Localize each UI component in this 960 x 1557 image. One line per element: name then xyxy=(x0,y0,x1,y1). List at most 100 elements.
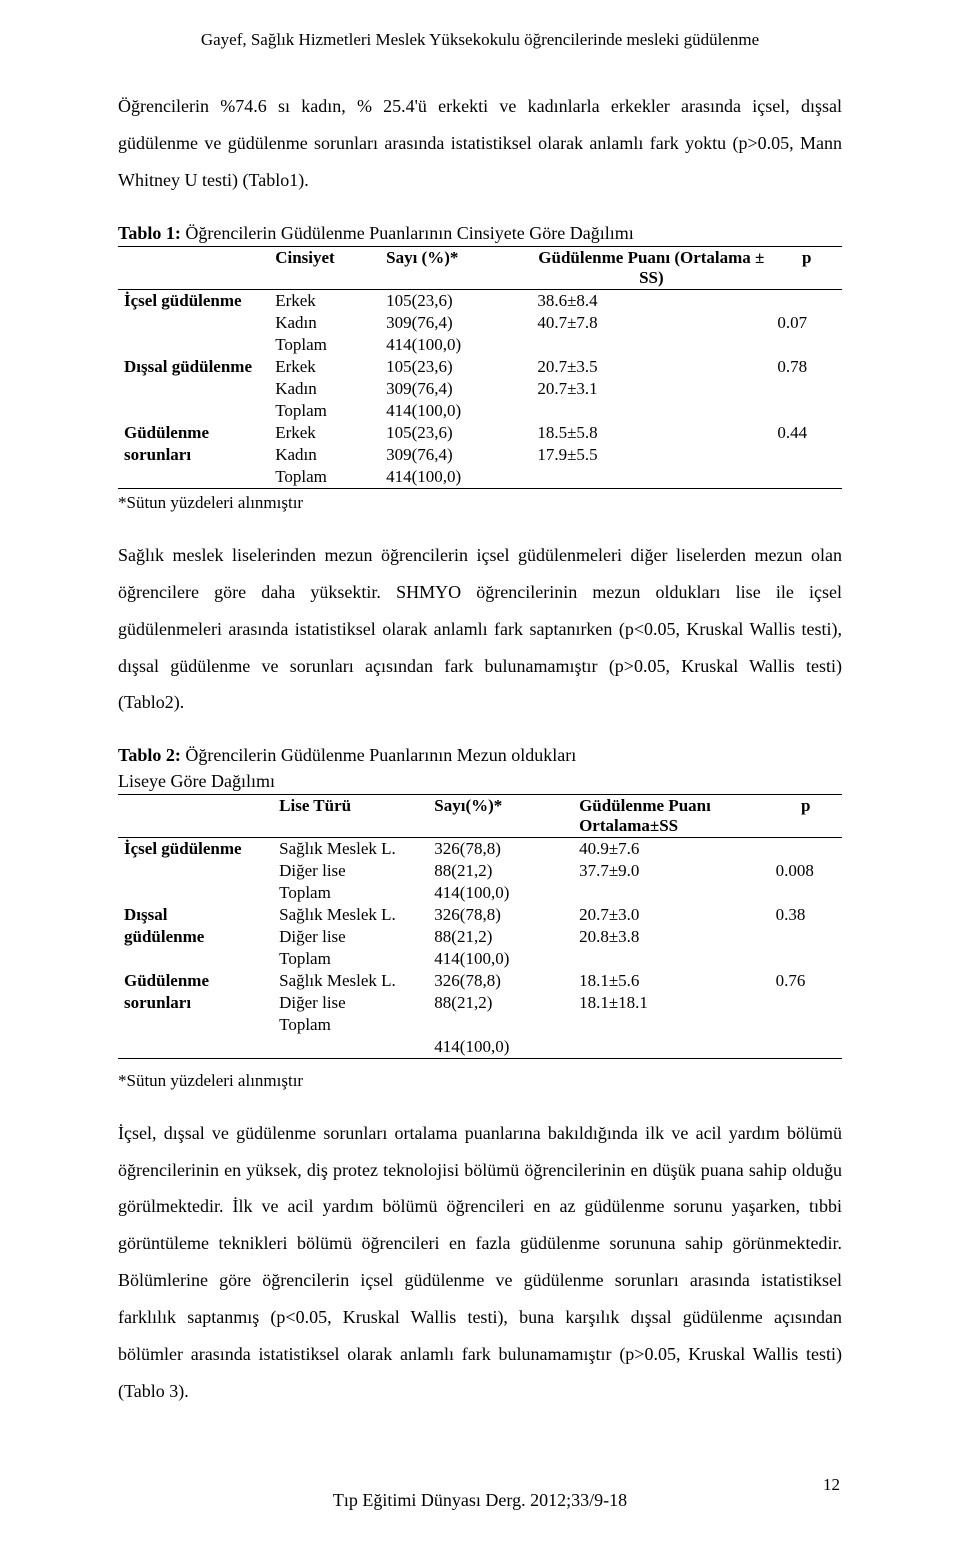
group-label-text: Dışsal güdülenme xyxy=(124,357,252,376)
row-count: 414(100,0) xyxy=(428,1036,573,1059)
group-label-text: Dışsal xyxy=(124,905,167,924)
table-row: DışsalSağlık Meslek L.326(78,8)20.7±3.00… xyxy=(118,904,842,926)
row-count: 105(23,6) xyxy=(380,289,531,312)
table1-h-score: Güdülenme Puanı (Ortalama ± SS) xyxy=(531,246,771,289)
row-category: Sağlık Meslek L. xyxy=(273,970,428,992)
row-count: 326(78,8) xyxy=(428,904,573,926)
row-group-label: Güdülenme xyxy=(118,970,273,992)
row-p xyxy=(770,1036,842,1059)
table-row: İçsel güdülenmeSağlık Meslek L.326(78,8)… xyxy=(118,837,842,860)
row-count: 414(100,0) xyxy=(380,466,531,489)
table-row: Toplam414(100,0) xyxy=(118,882,842,904)
row-p xyxy=(770,837,842,860)
group-label-text: güdülenme xyxy=(124,927,204,946)
table1-h-p: p xyxy=(771,246,842,289)
row-score xyxy=(531,400,771,422)
table1-title-rest: Öğrencilerin Güdülenme Puanlarının Cinsi… xyxy=(181,223,634,243)
row-count: 105(23,6) xyxy=(380,356,531,378)
table1-h-gender: Cinsiyet xyxy=(269,246,380,289)
table1-title-bold: Tablo 1: xyxy=(118,223,181,243)
row-p xyxy=(771,444,842,466)
row-group-label xyxy=(118,466,269,489)
group-label-text: İçsel güdülenme xyxy=(124,839,242,858)
row-group-label: İçsel güdülenme xyxy=(118,837,273,860)
row-category: Kadın xyxy=(269,378,380,400)
row-score: 20.8±3.8 xyxy=(573,926,770,948)
row-count: 88(21,2) xyxy=(428,860,573,882)
row-score: 37.7±9.0 xyxy=(573,860,770,882)
table2-h-count: Sayı(%)* xyxy=(428,794,573,837)
table2: Lise Türü Sayı(%)* Güdülenme Puanı Ortal… xyxy=(118,794,842,1059)
row-group-label xyxy=(118,948,273,970)
row-category: Diğer lise xyxy=(273,860,428,882)
row-group-label xyxy=(118,312,269,334)
paragraph-mid: Sağlık meslek liselerinden mezun öğrenci… xyxy=(118,537,842,721)
row-category xyxy=(273,1036,428,1059)
row-p xyxy=(770,992,842,1014)
table-row: 414(100,0) xyxy=(118,1036,842,1059)
row-category: Kadın xyxy=(269,312,380,334)
row-p: 0.07 xyxy=(771,312,842,334)
table1-header-row: Cinsiyet Sayı (%)* Güdülenme Puanı (Orta… xyxy=(118,246,842,289)
row-score xyxy=(531,466,771,489)
table1-h-count: Sayı (%)* xyxy=(380,246,531,289)
row-score: 40.7±7.8 xyxy=(531,312,771,334)
row-count: 326(78,8) xyxy=(428,970,573,992)
table2-h-score-a: Güdülenme Puanı xyxy=(579,796,711,815)
row-score xyxy=(573,948,770,970)
table-row: sorunlarıKadın309(76,4)17.9±5.5 xyxy=(118,444,842,466)
row-group-label xyxy=(118,1014,273,1036)
row-score: 20.7±3.0 xyxy=(573,904,770,926)
row-group-label xyxy=(118,1036,273,1059)
row-score: 40.9±7.6 xyxy=(573,837,770,860)
row-score: 18.1±18.1 xyxy=(573,992,770,1014)
table-row: Dışsal güdülenmeErkek105(23,6)20.7±3.50.… xyxy=(118,356,842,378)
row-group-label xyxy=(118,400,269,422)
table-row: sorunlarıDiğer lise88(21,2)18.1±18.1 xyxy=(118,992,842,1014)
table-row: Toplam414(100,0) xyxy=(118,334,842,356)
table1-h-blank xyxy=(118,246,269,289)
row-count: 309(76,4) xyxy=(380,378,531,400)
row-p xyxy=(771,289,842,312)
table-row: İçsel güdülenmeErkek105(23,6)38.6±8.4 xyxy=(118,289,842,312)
row-category: Sağlık Meslek L. xyxy=(273,904,428,926)
journal-citation: Tıp Eğitimi Dünyası Derg. 2012;33/9-18 xyxy=(118,1490,842,1511)
row-category: Diğer lise xyxy=(273,926,428,948)
page-container: Gayef, Sağlık Hizmetleri Meslek Yüksekok… xyxy=(0,0,960,1557)
page-number: 12 xyxy=(823,1475,840,1495)
table2-h-score: Güdülenme Puanı Ortalama±SS xyxy=(573,794,770,837)
row-count: 88(21,2) xyxy=(428,992,573,1014)
row-group-label: sorunları xyxy=(118,992,273,1014)
group-label-text: sorunları xyxy=(124,445,191,464)
row-p xyxy=(771,466,842,489)
row-category: Kadın xyxy=(269,444,380,466)
table-row: güdülenmeDiğer lise88(21,2)20.8±3.8 xyxy=(118,926,842,948)
group-label-text: Güdülenme xyxy=(124,971,209,990)
table2-footnote: *Sütun yüzdeleri alınmıştır xyxy=(118,1071,842,1091)
table2-title-line2: Liseye Göre Dağılımı xyxy=(118,769,842,794)
table-row: Toplam414(100,0) xyxy=(118,466,842,489)
row-count: 414(100,0) xyxy=(380,400,531,422)
row-category: Toplam xyxy=(273,948,428,970)
row-p: 0.78 xyxy=(771,356,842,378)
row-group-label: İçsel güdülenme xyxy=(118,289,269,312)
table2-body: İçsel güdülenmeSağlık Meslek L.326(78,8)… xyxy=(118,837,842,1058)
table2-h-score-b: Ortalama±SS xyxy=(579,816,678,835)
row-group-label: sorunları xyxy=(118,444,269,466)
row-count xyxy=(428,1014,573,1036)
row-category: Toplam xyxy=(269,466,380,489)
table1-footnote: *Sütun yüzdeleri alınmıştır xyxy=(118,493,842,513)
table-row: Diğer lise88(21,2)37.7±9.00.008 xyxy=(118,860,842,882)
group-label-text: Güdülenme xyxy=(124,423,209,442)
table2-h-school: Lise Türü xyxy=(273,794,428,837)
row-category: Erkek xyxy=(269,289,380,312)
paragraph-intro: Öğrencilerin %74.6 sı kadın, % 25.4'ü er… xyxy=(118,88,842,199)
row-score: 17.9±5.5 xyxy=(531,444,771,466)
row-p: 0.76 xyxy=(770,970,842,992)
row-p xyxy=(771,378,842,400)
row-count: 326(78,8) xyxy=(428,837,573,860)
row-category: Diğer lise xyxy=(273,992,428,1014)
group-label-text: İçsel güdülenme xyxy=(124,291,242,310)
row-score: 20.7±3.1 xyxy=(531,378,771,400)
row-category: Erkek xyxy=(269,422,380,444)
